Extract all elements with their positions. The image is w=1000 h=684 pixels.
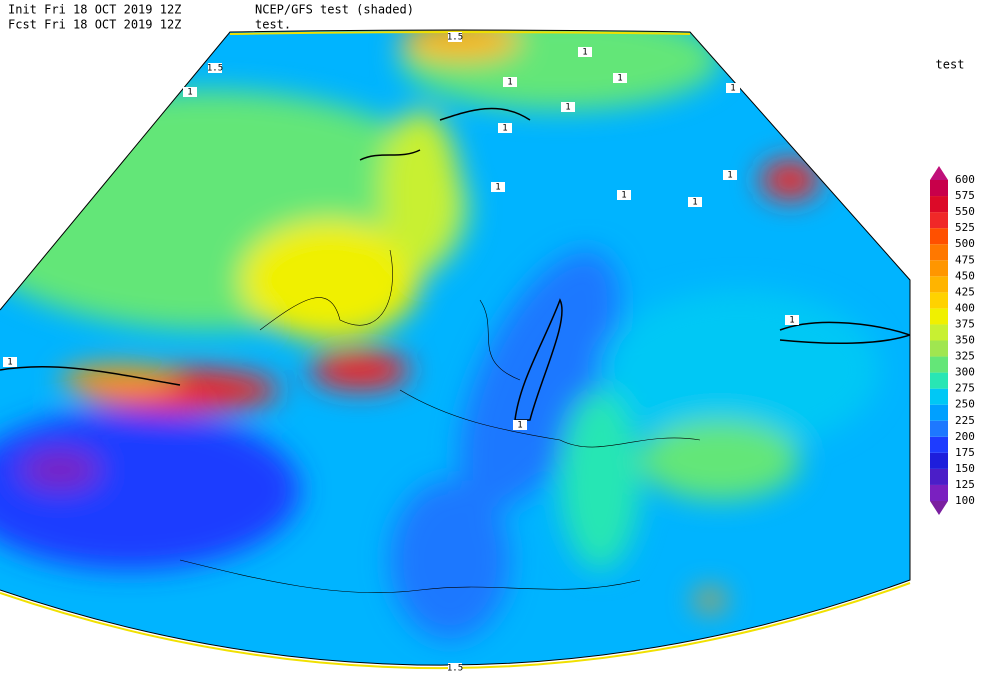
contour-label: 1 xyxy=(789,316,794,326)
contour-label: 1 xyxy=(7,358,12,368)
legend-swatch xyxy=(930,276,948,293)
legend-label: 550 xyxy=(955,205,975,218)
legend-swatch xyxy=(930,244,948,261)
contour-label-box xyxy=(513,420,527,430)
contour-label-box xyxy=(208,63,222,73)
legend-label: 325 xyxy=(955,350,975,363)
legend-swatch xyxy=(930,212,948,229)
contour-label: 1.5 xyxy=(447,33,463,43)
legend-label: 450 xyxy=(955,269,975,282)
contour-label: 1.5 xyxy=(447,664,463,674)
contour-label: 1 xyxy=(187,88,192,98)
contour-label: 1 xyxy=(502,124,507,134)
legend-label: 200 xyxy=(955,430,975,443)
contour-label-box xyxy=(448,663,462,673)
fcst-text: Fcst Fri 18 OCT 2019 12Z xyxy=(8,18,181,32)
contour-label-box xyxy=(503,77,517,87)
contour-label: 1 xyxy=(565,103,570,113)
legend-swatch xyxy=(930,468,948,485)
contour-label-box xyxy=(561,102,575,112)
legend-swatch xyxy=(930,484,948,501)
contour-label: 1 xyxy=(507,78,512,88)
legend-swatch xyxy=(930,452,948,469)
map xyxy=(0,30,910,666)
legend-swatch xyxy=(930,356,948,373)
contour-label: 1.5 xyxy=(207,64,223,74)
contour-label: 1 xyxy=(730,84,735,94)
contour-label: 1 xyxy=(582,48,587,58)
legend-swatch xyxy=(930,436,948,453)
contour-label-box xyxy=(613,73,627,83)
contour-label-box xyxy=(448,32,462,42)
legend-label: 350 xyxy=(955,334,975,347)
legend-swatch xyxy=(930,292,948,309)
contour-label: 1 xyxy=(517,421,522,431)
contour-label: 1 xyxy=(495,183,500,193)
contour-label: 1 xyxy=(727,171,732,181)
contour-label-box xyxy=(183,87,197,97)
legend-title: test xyxy=(936,58,965,72)
legend-swatch xyxy=(930,420,948,437)
legend-label: 300 xyxy=(955,366,975,379)
contour-label-box xyxy=(617,190,631,200)
contour-label-box xyxy=(578,47,592,57)
contour-label-box xyxy=(726,83,740,93)
legend-label: 525 xyxy=(955,221,975,234)
contour-label-box xyxy=(498,123,512,133)
init-text: Init Fri 18 OCT 2019 12Z xyxy=(8,3,181,17)
legend-label: 400 xyxy=(955,301,975,314)
legend-swatch xyxy=(930,196,948,213)
legend-label: 500 xyxy=(955,237,975,250)
legend-swatch xyxy=(930,180,948,197)
legend-label: 100 xyxy=(955,494,975,507)
legend-label: 475 xyxy=(955,253,975,266)
contour-label-box xyxy=(688,197,702,207)
legend-arrow xyxy=(930,501,948,515)
legend-label: 125 xyxy=(955,478,975,491)
legend-swatch xyxy=(930,308,948,325)
legend-label: 575 xyxy=(955,189,975,202)
legend-swatch xyxy=(930,260,948,277)
legend-arrow xyxy=(930,166,948,180)
contour-label-box xyxy=(491,182,505,192)
contour-label: 1 xyxy=(692,198,697,208)
contour-label-box xyxy=(785,315,799,325)
legend-swatch xyxy=(930,404,948,421)
legend-label: 425 xyxy=(955,285,975,298)
legend-label: 150 xyxy=(955,462,975,475)
contour-label-box xyxy=(3,357,17,367)
contour-label: 1 xyxy=(617,74,622,84)
legend-label: 375 xyxy=(955,317,975,330)
contour-label: 1 xyxy=(621,191,626,201)
contour-label-box xyxy=(723,170,737,180)
legend-swatch xyxy=(930,372,948,389)
legend-label: 275 xyxy=(955,382,975,395)
units-text: test. xyxy=(255,18,291,32)
legend-label: 600 xyxy=(955,173,975,186)
legend-swatch xyxy=(930,340,948,357)
legend-label: 225 xyxy=(955,414,975,427)
legend-swatch xyxy=(930,228,948,245)
field-text: NCEP/GFS test (shaded) xyxy=(255,3,414,17)
legend-swatch xyxy=(930,388,948,405)
map-border xyxy=(0,29,911,666)
legend-label: 175 xyxy=(955,446,975,459)
legend-swatch xyxy=(930,324,948,341)
legend-label: 250 xyxy=(955,398,975,411)
